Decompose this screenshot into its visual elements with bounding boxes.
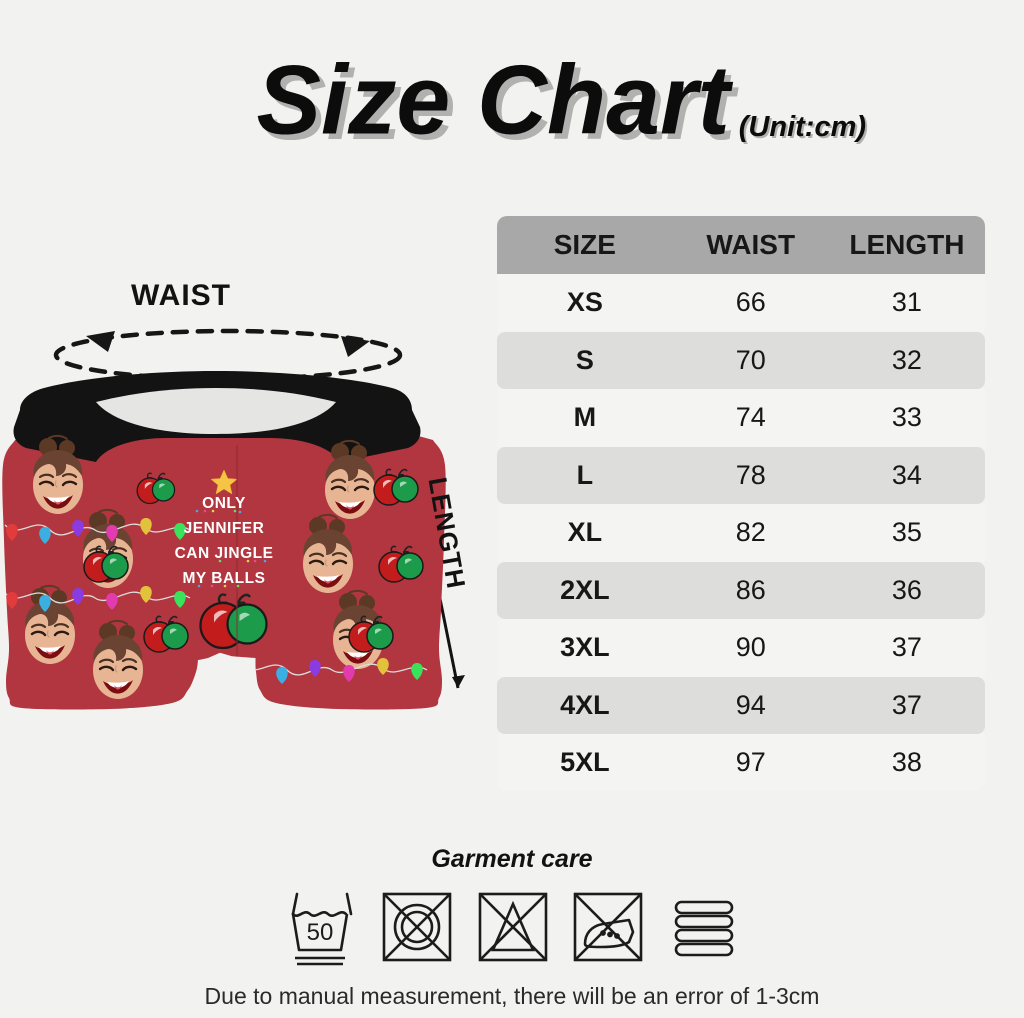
svg-text:MY BALLS: MY BALLS [183, 570, 266, 587]
svg-text:JENNIFER: JENNIFER [184, 520, 265, 537]
svg-text:CAN JINGLE: CAN JINGLE [175, 545, 274, 562]
svg-text:ONLY: ONLY [202, 495, 246, 512]
svg-text:50: 50 [307, 919, 334, 946]
